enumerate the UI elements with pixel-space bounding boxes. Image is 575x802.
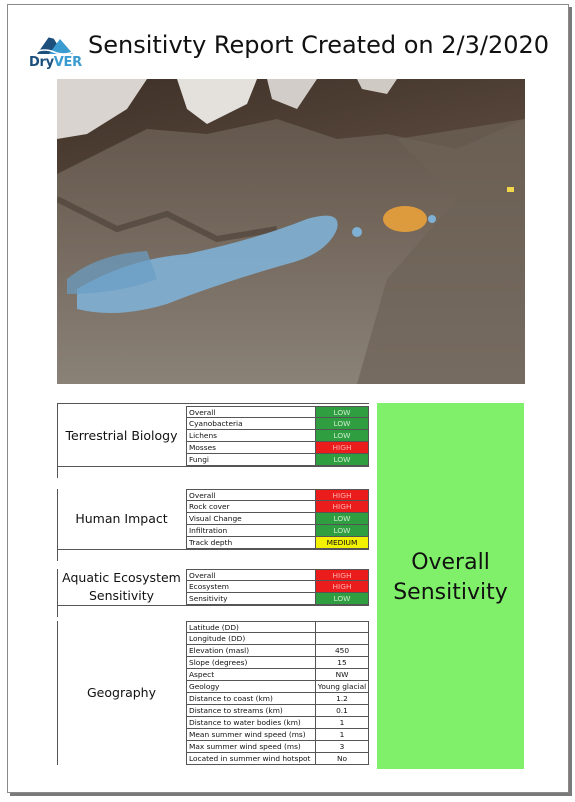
row-label: Geology [186,681,316,693]
row-label: Sensitivity [186,593,316,605]
row-label: Cyanobacteria [186,418,316,430]
section-title-line: Sensitivity [88,588,155,603]
row-value: No [316,753,369,765]
section-title: Aquatic Ecosystem Sensitivity [57,569,186,605]
section-title: Geography [57,684,186,702]
logo-text-ver: VER [53,55,82,70]
row-value: Young glacial [316,681,369,693]
row-value: LOW [316,418,369,430]
row-value: HIGH [316,569,369,581]
table-spacer-row [57,605,369,617]
mountain-logo-icon [34,34,74,55]
row-value: LOW [316,406,369,418]
row-value: LOW [316,454,369,466]
site-satellite-image [57,79,525,384]
table-spacer-row [57,466,369,478]
row-label: Ecosystem [186,581,316,593]
row-label: Distance to coast (km) [186,693,316,705]
table-spacer-row [57,549,369,561]
row-value: NW [316,669,369,681]
row-value: 1.2 [316,693,369,705]
row-value: 3 [316,741,369,753]
row-label: Track depth [186,537,316,549]
row-value: LOW [316,525,369,537]
section-title-line: Aquatic Ecosystem [62,570,181,585]
row-value: 0.1 [316,705,369,717]
row-value: LOW [316,513,369,525]
overall-line-1: Overall [411,550,490,575]
row-value: LOW [316,593,369,605]
report-title: Sensitivty Report Created on 2/3/2020 [88,31,550,59]
row-label: Overall [186,489,316,501]
section-title: Terrestrial Biology [57,427,186,445]
row-value: 450 [316,645,369,657]
row-label: Rock cover [186,501,316,513]
row-label: Max summer wind speed (ms) [186,741,316,753]
logo-text-dry: Dry [29,55,54,70]
row-label: Mosses [186,442,316,454]
row-label: Located in summer wind hotspot [186,753,316,765]
row-label: Elevation (masl) [186,645,316,657]
table-border [57,406,58,478]
row-value: LOW [316,430,369,442]
row-label: Overall [186,569,316,581]
row-label: Overall [186,406,316,418]
row-label: Distance to streams (km) [186,705,316,717]
row-label: Latitude (DD) [186,621,316,633]
section-title-line: Human Impact [75,511,168,526]
row-value: 15 [316,657,369,669]
overall-sensitivity-panel: Overall Sensitivity [377,403,524,769]
row-label: Mean summer wind speed (ms) [186,729,316,741]
logo-wordmark: DryVER [29,55,82,70]
row-label: Lichens [186,430,316,442]
section-title-line: Terrestrial Biology [65,428,178,443]
row-value [316,633,369,645]
overall-line-2: Sensitivity [393,580,508,605]
overall-sensitivity-label: Overall Sensitivity [377,548,524,608]
row-label: Fungi [186,454,316,466]
row-value [316,621,369,633]
row-label: Slope (degrees) [186,657,316,669]
row-value: 1 [316,717,369,729]
table-top-border [57,403,369,406]
section-title-line: Geography [86,685,156,700]
table-border [57,569,58,617]
table-border [57,489,58,561]
row-label: Visual Change [186,513,316,525]
row-value: HIGH [316,442,369,454]
row-label: Aspect [186,669,316,681]
row-value: MEDIUM [316,537,369,549]
row-value: HIGH [316,489,369,501]
row-label: Longitude (DD) [186,633,316,645]
row-value: HIGH [316,501,369,513]
row-value: HIGH [316,581,369,593]
table-border [57,621,58,765]
row-label: Infiltration [186,525,316,537]
dryver-logo: DryVER [29,30,82,70]
section-title: Human Impact [57,510,186,528]
row-value: 1 [316,729,369,741]
row-label: Distance to water bodies (km) [186,717,316,729]
